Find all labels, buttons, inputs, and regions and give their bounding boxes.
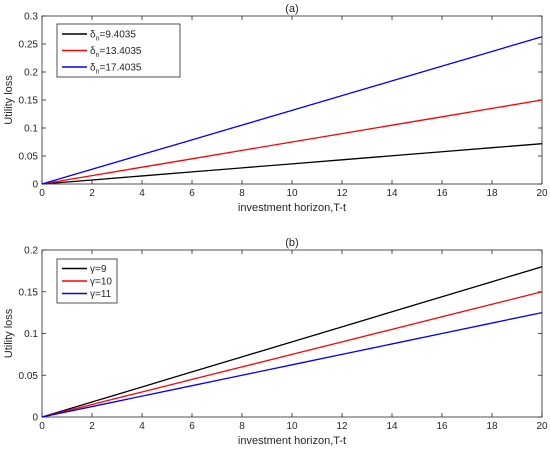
legend-symbol: γ: [90, 277, 95, 288]
legend-value: =9: [95, 264, 107, 275]
y-axis-title: Utility loss: [3, 75, 15, 125]
y-tick-label: 0: [32, 413, 38, 424]
legend: γ=9γ=10γ=11: [56, 258, 118, 304]
legend-label: γ=11: [90, 289, 112, 300]
y-tick-label: 0.2: [24, 68, 38, 79]
legend-symbol: γ: [90, 289, 95, 300]
legend-subscript: n: [96, 36, 100, 43]
x-tick-label: 6: [189, 188, 195, 199]
y-axis-title: Utility loss: [3, 308, 15, 358]
panel-title: (b): [285, 237, 298, 249]
y-tick-label: 0.25: [19, 40, 39, 51]
x-tick-label: 12: [336, 421, 348, 432]
y-tick-label: 0.3: [24, 12, 38, 23]
legend-value: =9.4035: [99, 30, 136, 41]
x-tick-label: 0: [39, 421, 45, 432]
x-tick-label: 4: [139, 188, 145, 199]
legend-label: δn=9.4035: [90, 30, 136, 43]
y-tick-label: 0.15: [19, 287, 39, 298]
legend-label: δn=17.4035: [90, 63, 142, 76]
x-tick-label: 14: [386, 421, 398, 432]
y-tick-label: 0.15: [19, 96, 39, 107]
legend-value: =13.4035: [99, 46, 141, 57]
legend-symbol: δ: [90, 30, 96, 41]
panel-title: (a): [285, 3, 298, 15]
x-tick-label: 6: [189, 421, 195, 432]
x-tick-label: 20: [536, 188, 548, 199]
x-tick-label: 16: [436, 188, 448, 199]
x-tick-label: 18: [486, 421, 498, 432]
legend-value: =17.4035: [99, 63, 141, 74]
panel-a: (a) 0 2 4 6 8 10 12 14 16 18 20 0 0.05 0.1 0.15 0.2 0.25 0…: [3, 3, 548, 214]
y-tick-label: 0.05: [19, 152, 39, 163]
x-axis-title: investment horizon,T-t: [238, 435, 346, 447]
x-tick-label: 4: [139, 421, 145, 432]
x-axis-title: investment horizon,T-t: [238, 202, 346, 214]
x-tick-label: 18: [486, 188, 498, 199]
legend-value: =10: [95, 277, 112, 288]
legend-label: γ=10: [90, 277, 112, 288]
x-tick-label: 20: [536, 421, 548, 432]
x-tick-label: 12: [336, 188, 348, 199]
y-tick-label: 0.1: [24, 329, 38, 340]
legend-symbol: δ: [90, 46, 96, 57]
x-tick-label: 10: [286, 188, 298, 199]
x-tick-label: 10: [286, 421, 298, 432]
x-tick-label: 16: [436, 421, 448, 432]
x-tick-label: 2: [89, 188, 95, 199]
x-tick-label: 8: [239, 421, 245, 432]
legend-label: γ=9: [90, 264, 107, 275]
y-tick-label: 0.1: [24, 124, 38, 135]
panel-b: (b) 0 2 4 6 8 10 12 14 16 18 20 0 0.05 0.1 0.15 0.2 inves…: [3, 237, 548, 447]
legend-subscript: n: [96, 52, 100, 59]
y-tick-label: 0.2: [24, 246, 38, 257]
x-tick-label: 14: [386, 188, 398, 199]
legend-symbol: γ: [90, 264, 95, 275]
x-tick-label: 2: [89, 421, 95, 432]
x-tick-label: 8: [239, 188, 245, 199]
legend-symbol: δ: [90, 63, 96, 74]
legend-subscript: n: [96, 69, 100, 76]
x-tick-label: 0: [39, 188, 45, 199]
legend-label: δn=13.4035: [90, 46, 142, 59]
y-tick-label: 0.05: [19, 371, 39, 382]
legend-value: =11: [95, 289, 112, 300]
y-tick-label: 0: [32, 180, 38, 191]
